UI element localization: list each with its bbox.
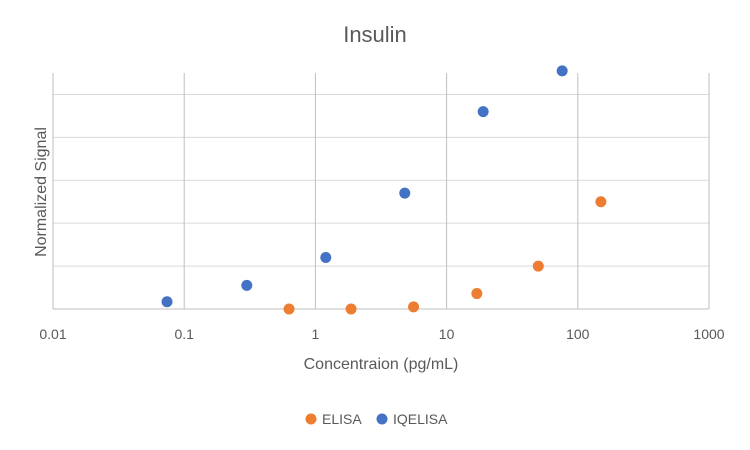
legend: ELISA IQELISA	[305, 411, 448, 427]
x-tick-label: 10	[439, 326, 455, 342]
elisa-point	[595, 196, 607, 208]
legend-label-iqelisa: IQELISA	[393, 411, 448, 427]
legend-label-elisa: ELISA	[322, 411, 362, 427]
x-tick-labels: 0.01 0.1 1 10 100 1000	[39, 326, 724, 342]
elisa-point	[408, 301, 420, 313]
legend-marker-elisa	[305, 413, 317, 425]
iqelisa-point	[556, 65, 568, 77]
elisa-point	[471, 288, 483, 300]
axes	[52, 73, 709, 310]
x-tick-label: 1	[312, 326, 320, 342]
iqelisa-point	[241, 279, 253, 291]
iqelisa-point	[320, 252, 332, 264]
elisa-point	[532, 260, 544, 272]
chart-title: Insulin	[343, 22, 407, 47]
data-points	[161, 65, 607, 315]
legend-marker-iqelisa	[376, 413, 388, 425]
iqelisa-point	[477, 106, 489, 118]
y-axis-label: Normalized Signal	[33, 127, 50, 257]
gridlines	[53, 73, 710, 309]
iqelisa-point	[399, 187, 411, 199]
x-tick-label: 1000	[693, 326, 724, 342]
elisa-point	[345, 303, 357, 315]
elisa-point	[283, 303, 295, 315]
x-tick-label: 100	[566, 326, 590, 342]
x-tick-label: 0.01	[39, 326, 66, 342]
x-axis-label: Concentraion (pg/mL)	[304, 356, 459, 373]
iqelisa-point	[161, 296, 173, 308]
x-tick-label: 0.1	[174, 326, 194, 342]
